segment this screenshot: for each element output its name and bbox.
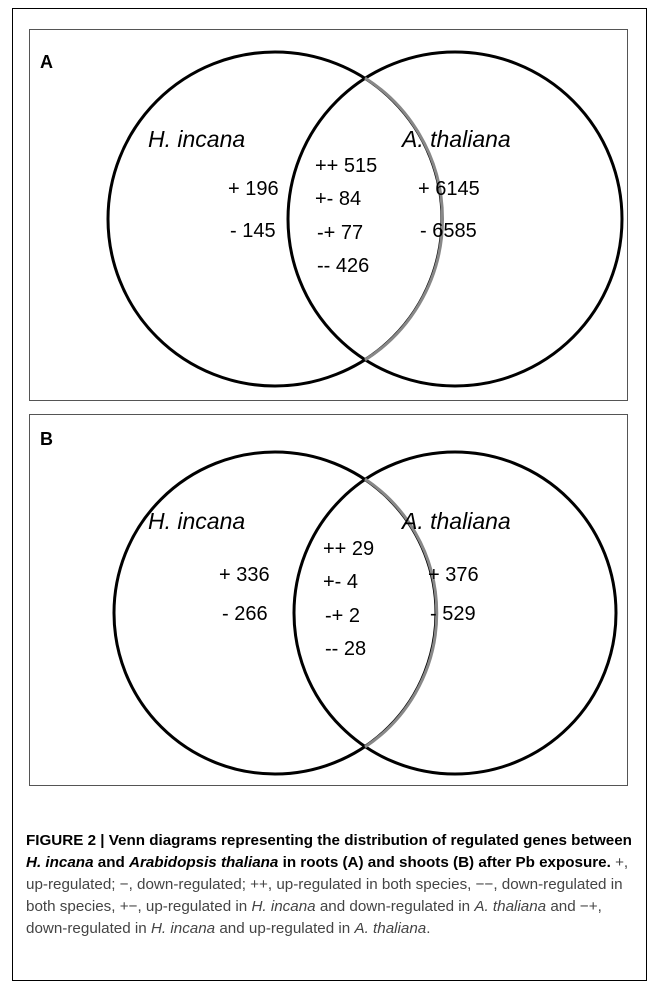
circle-h-incana-a	[106, 50, 444, 388]
caption-species: H. incana	[150, 920, 216, 937]
intersection-arc-a	[364, 76, 445, 362]
left-value-up-a: + 196	[228, 178, 279, 200]
circle-a-thaliana-a	[286, 50, 624, 388]
left-value-up-b: + 336	[219, 564, 270, 586]
center-value-mm-b: -- 28	[325, 638, 366, 660]
species-label-left-a: H. incana	[148, 126, 245, 152]
caption-body: +, up-regulated; −, down-regulated; ++, …	[26, 854, 628, 937]
species-label-right-a: A. thaliana	[400, 126, 511, 152]
caption-body-part: and up-regulated in	[215, 920, 355, 937]
venn-panel-a: A H. incana A. thaliana + 196 - 145 + 61…	[29, 29, 628, 401]
venn-panel-b: B H. incana A. thaliana + 336 - 266 + 37…	[29, 414, 628, 786]
figure-caption: FIGURE 2 | Venn diagrams representing th…	[26, 830, 634, 940]
venn-diagram-a: A H. incana A. thaliana + 196 - 145 + 61…	[40, 50, 624, 388]
center-value-pm-b: +- 4	[323, 571, 358, 593]
caption-species: H. incana	[251, 898, 316, 915]
caption-lead: FIGURE 2 | Venn diagrams representing th…	[26, 832, 632, 871]
center-value-mp-b: -+ 2	[325, 605, 360, 627]
center-value-pp-b: ++ 29	[323, 538, 374, 560]
caption-lead-part: and	[93, 854, 129, 871]
caption-body-part: +, up-regulated; −, down-regulated; ++, …	[26, 854, 629, 915]
center-value-mp-a: -+ 77	[317, 222, 363, 244]
caption-species: A. thaliana	[354, 920, 427, 937]
species-label-left-b: H. incana	[148, 508, 245, 534]
venn-diagram-b: B H. incana A. thaliana + 336 - 266 + 37…	[40, 429, 618, 776]
caption-body-part: .	[426, 920, 431, 937]
caption-species: A. thaliana	[474, 898, 547, 915]
species-label-right-b: A. thaliana	[400, 508, 511, 534]
right-value-up-b: + 376	[428, 564, 479, 586]
panel-label-a: A	[40, 52, 53, 72]
caption-species: Arabidopsis thaliana	[128, 854, 279, 871]
intersection-arc-b	[364, 477, 439, 749]
caption-lead-part: FIGURE 2 | Venn diagrams representing th…	[26, 832, 632, 849]
circle-h-incana-b	[112, 450, 438, 776]
panel-label-b: B	[40, 429, 53, 449]
caption-lead-part: in roots (A) and shoots (B) after Pb exp…	[278, 854, 611, 871]
right-value-up-a: + 6145	[418, 178, 480, 200]
circle-a-thaliana-b	[292, 450, 618, 776]
left-value-down-a: - 145	[230, 220, 276, 242]
center-value-mm-a: -- 426	[317, 255, 369, 277]
right-value-down-b: - 529	[430, 603, 476, 625]
caption-body-part: and down-regulated in	[315, 898, 475, 915]
center-value-pm-a: +- 84	[315, 188, 361, 210]
left-value-down-b: - 266	[222, 603, 268, 625]
right-value-down-a: - 6585	[420, 220, 477, 242]
caption-body-part: and −+, down-regulated in	[26, 898, 602, 937]
center-value-pp-a: ++ 515	[315, 155, 377, 177]
caption-species: H. incana	[26, 854, 94, 871]
